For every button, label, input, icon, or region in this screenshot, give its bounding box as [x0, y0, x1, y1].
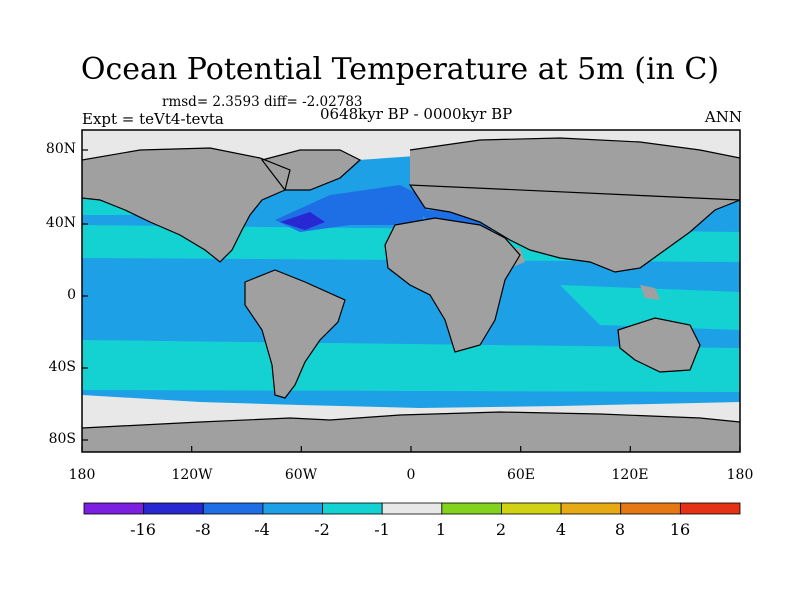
experiment-label: Expt = teVt4-tevta [82, 110, 224, 128]
x-tick-120w: 120W [171, 467, 213, 483]
colorbar-swatch [441, 502, 502, 515]
land-north-america [82, 148, 290, 262]
ocean-band-cyan-indopacific [560, 285, 740, 330]
colorbar-label: -4 [254, 520, 270, 539]
x-tick-60e: 60E [506, 467, 536, 483]
land-south-america [245, 270, 345, 398]
x-tick-120e: 120E [611, 467, 649, 483]
colorbar-swatch [262, 502, 323, 515]
ocean-band-cyan-south [82, 340, 740, 392]
colorbar-swatch [322, 502, 383, 515]
colorbar-swatch [679, 502, 741, 515]
y-tick-0: 0 [67, 287, 76, 303]
y-tick-40s: 40S [48, 359, 76, 375]
colorbar-label: 4 [555, 520, 567, 539]
colorbar-label: 8 [614, 520, 626, 539]
stats-text: rmsd= 2.3593 diff= -2.02783 [162, 94, 363, 110]
y-tick-80n: 80N [45, 141, 76, 157]
colorbar-label: -8 [195, 520, 211, 539]
coastlines [82, 137, 740, 429]
colorbar-swatch [620, 502, 681, 515]
x-tick-180w: 180 [68, 467, 96, 483]
x-tick-180e: 180 [726, 467, 754, 483]
colorbar-swatch [83, 502, 145, 515]
y-tick-40n: 40N [45, 215, 76, 231]
colorbar-swatch [381, 502, 443, 515]
colorbar-label: 2 [495, 520, 507, 539]
ocean-gulf-stream-anomaly [280, 212, 325, 230]
colorbar-label: -1 [374, 520, 390, 539]
land-borneo [640, 285, 660, 300]
period-label: 0648kyr BP - 0000kyr BP [320, 105, 513, 123]
land-eurasia [410, 138, 740, 272]
season-label: ANN [704, 108, 742, 126]
colorbar-label: -16 [130, 520, 156, 539]
colorbar-label: -2 [314, 520, 330, 539]
y-tick-80s: 80S [48, 431, 76, 447]
land-australia [618, 318, 700, 372]
axis-ticks [81, 149, 741, 452]
land-greenland [262, 150, 360, 190]
colorbar-swatch [560, 502, 622, 515]
colorbar [83, 502, 741, 515]
colorbar-swatch [143, 502, 204, 515]
land-antarctica [82, 412, 740, 452]
map-field [82, 130, 740, 452]
land-africa [385, 218, 520, 352]
x-tick-0: 0 [406, 467, 416, 483]
colorbar-label: 1 [435, 520, 447, 539]
colorbar-label: 16 [669, 520, 691, 539]
x-tick-60w: 60W [284, 467, 318, 483]
colorbar-swatch [501, 502, 562, 515]
colorbar-swatch [202, 502, 264, 515]
map-title: Ocean Potential Temperature at 5m (in C) [80, 52, 720, 87]
